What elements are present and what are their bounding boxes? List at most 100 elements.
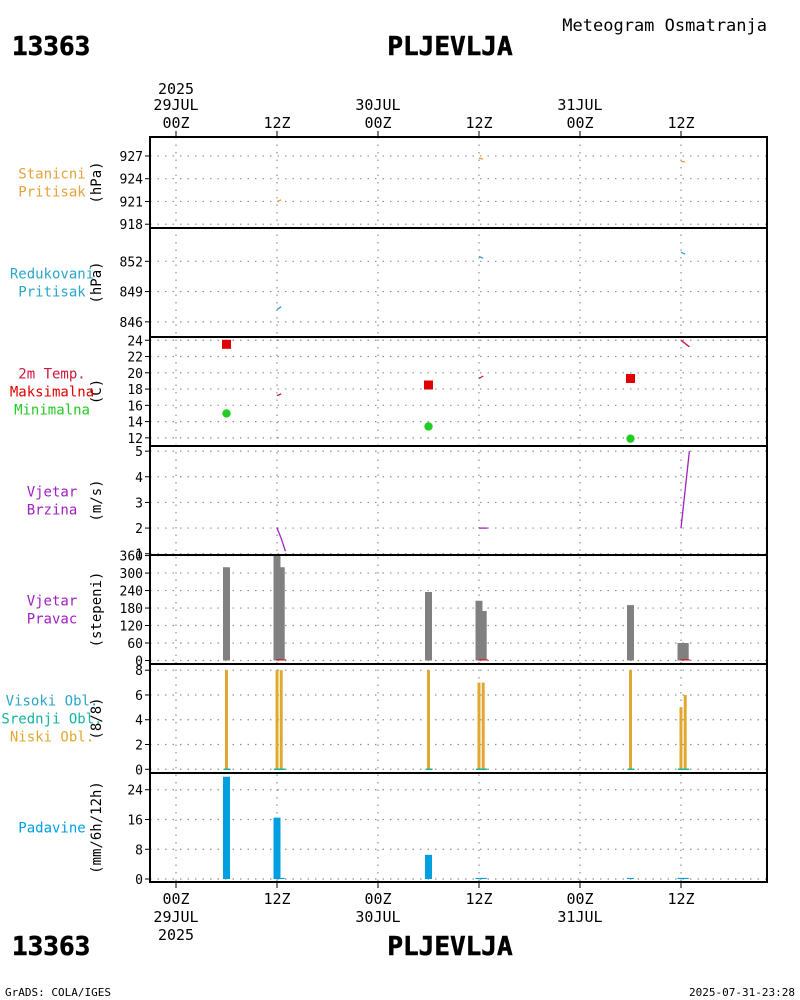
bar-mark bbox=[424, 854, 432, 880]
y-tick-label: 18 bbox=[127, 383, 143, 398]
time-day-label-top: 30JUL bbox=[355, 96, 400, 114]
footer-timestamp: 2025-07-31-23:28 bbox=[689, 986, 795, 999]
bar-mark bbox=[475, 600, 483, 661]
panel-frame bbox=[149, 772, 768, 883]
series-line-segment bbox=[478, 255, 484, 259]
series-line-segment bbox=[680, 451, 691, 529]
series-line-segment bbox=[478, 375, 484, 380]
panel-legend-label: Maksimalna bbox=[10, 385, 94, 401]
y-tick-label: 0 bbox=[135, 873, 143, 888]
panel-legend-label: Visoki Obl. bbox=[6, 694, 99, 710]
bar-mark bbox=[426, 670, 430, 770]
bar-mark bbox=[222, 567, 230, 661]
bar-mark bbox=[477, 682, 481, 770]
y-tick-label: 360 bbox=[120, 550, 143, 565]
y-tick-label: 180 bbox=[120, 602, 143, 617]
series-line-segment bbox=[276, 199, 282, 203]
y-tick-label: 12 bbox=[127, 432, 143, 447]
bar-mark bbox=[679, 707, 683, 770]
time-day-label-bottom: 30JUL bbox=[355, 908, 400, 926]
series-line-segment bbox=[680, 160, 686, 163]
bar-mark bbox=[479, 610, 487, 661]
panel-unit-label: (8/8) bbox=[89, 697, 105, 739]
time-hour-label-top: 00Z bbox=[364, 114, 391, 132]
text-layer: 29JUL00Z00Z29JUL12Z12Z30JUL00Z00Z30JUL12… bbox=[1, 96, 694, 926]
y-tick-label: 1 bbox=[135, 548, 143, 563]
panel-legend-label: Vjetar bbox=[27, 594, 78, 610]
y-tick-label: 921 bbox=[120, 195, 143, 210]
y-tick-label: 5 bbox=[135, 445, 143, 460]
panel-unit-label: (hPa) bbox=[89, 261, 105, 303]
y-tick-label: 8 bbox=[135, 843, 143, 858]
y-tick-label: 4 bbox=[135, 714, 143, 729]
panel-unit-label: (C) bbox=[89, 379, 105, 404]
time-hour-label-bottom: 12Z bbox=[465, 890, 492, 908]
min-temp-marker bbox=[222, 409, 231, 418]
panel-legend-label: Pravac bbox=[27, 612, 78, 628]
panel-legend-label: Pritisak bbox=[18, 285, 86, 301]
panel-legend-label: 2m Temp. bbox=[18, 367, 85, 383]
time-day-label-bottom: 29JUL bbox=[153, 908, 198, 926]
bar-mark bbox=[279, 670, 283, 770]
max-temp-marker bbox=[221, 339, 231, 349]
panel-unit-label: (hPa) bbox=[89, 161, 105, 203]
footer-credit: GrADS: COLA/IGES bbox=[5, 986, 111, 999]
panel-frame bbox=[149, 336, 768, 447]
data-layer bbox=[221, 157, 691, 880]
y-tick-label: 22 bbox=[127, 351, 143, 366]
panel-frame bbox=[149, 136, 768, 229]
y-tick-label: 852 bbox=[120, 255, 143, 270]
panel-legend-label: Minimalna bbox=[14, 403, 90, 419]
y-tick-label: 24 bbox=[127, 784, 143, 799]
bar-mark bbox=[481, 682, 485, 770]
y-tick-label: 4 bbox=[135, 471, 143, 486]
grid-layer bbox=[150, 137, 767, 882]
y-tick-label: 240 bbox=[120, 585, 143, 600]
y-tick-label: 300 bbox=[120, 567, 143, 582]
bar-mark bbox=[273, 555, 281, 661]
panel-legend-label: Srednji Obl. bbox=[1, 712, 102, 728]
bar-mark bbox=[683, 694, 687, 770]
panel-frame bbox=[149, 445, 768, 556]
y-tick-label: 8 bbox=[135, 664, 143, 679]
y-tick-label: 924 bbox=[120, 173, 144, 188]
panel-frame bbox=[149, 554, 768, 665]
year-label-top: 2025 bbox=[158, 80, 194, 98]
y-tick-label: 60 bbox=[127, 637, 143, 652]
bar-mark bbox=[681, 877, 689, 880]
time-day-label-bottom: 31JUL bbox=[557, 908, 602, 926]
y-tick-label: 918 bbox=[120, 218, 143, 233]
panel-legend-label: Brzina bbox=[27, 503, 78, 519]
series-line-segment bbox=[276, 306, 282, 311]
panel-frame bbox=[149, 663, 768, 774]
station-name-bottom: PLJEVLJA bbox=[387, 932, 513, 962]
bar-mark bbox=[681, 643, 689, 661]
time-hour-label-bottom: 12Z bbox=[263, 890, 290, 908]
bar-mark bbox=[626, 877, 634, 880]
series-line-segment bbox=[478, 157, 484, 160]
time-hour-label-bottom: 00Z bbox=[364, 890, 391, 908]
y-tick-label: 16 bbox=[127, 399, 143, 414]
y-tick-label: 927 bbox=[120, 150, 143, 165]
bar-mark bbox=[273, 817, 281, 880]
bar-mark bbox=[275, 670, 279, 770]
bar-mark bbox=[475, 877, 483, 880]
time-day-label-top: 31JUL bbox=[557, 96, 602, 114]
bar-mark bbox=[277, 567, 285, 661]
y-tick-label: 0 bbox=[135, 655, 143, 670]
panel-legend-label: Vjetar bbox=[27, 485, 78, 501]
time-hour-label-top: 00Z bbox=[566, 114, 593, 132]
y-tick-label: 3 bbox=[135, 496, 143, 511]
series-line-segment bbox=[680, 339, 690, 348]
y-tick-label: 0 bbox=[135, 763, 143, 778]
y-tick-label: 6 bbox=[135, 689, 143, 704]
bar-mark bbox=[222, 776, 230, 880]
y-tick-label: 846 bbox=[120, 316, 143, 331]
y-tick-label: 16 bbox=[127, 814, 143, 829]
panel-legend-label: Stanicni bbox=[18, 167, 85, 183]
y-tick-label: 14 bbox=[127, 416, 143, 431]
min-temp-marker bbox=[424, 422, 433, 431]
series-line-segment bbox=[276, 393, 282, 397]
time-hour-label-bottom: 00Z bbox=[566, 890, 593, 908]
station-id-top: 13363 bbox=[12, 32, 90, 62]
